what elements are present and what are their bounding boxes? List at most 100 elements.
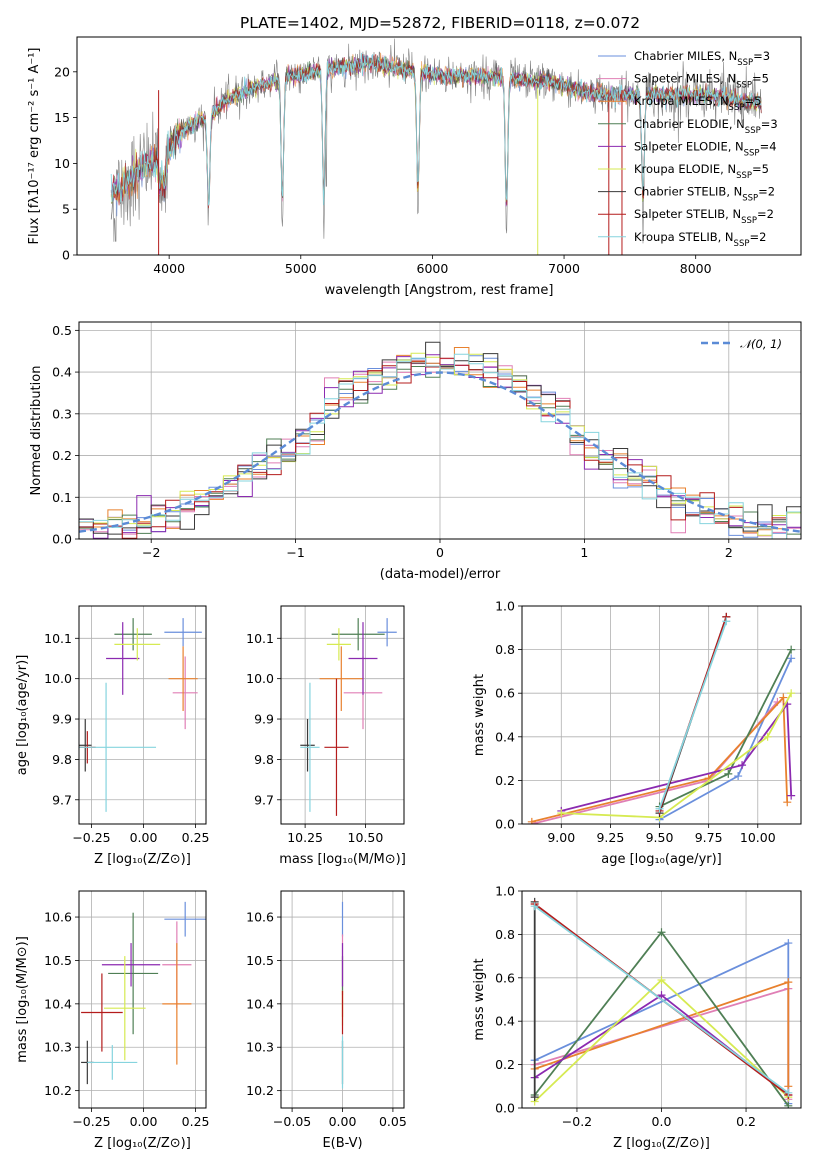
axes-residuals: −2 −1 0 1 2 0.0 0.1 0.2 0.3 0.4 0.5 (data-model)/er… <box>29 321 802 582</box>
x-tick-label: 6000 <box>417 261 449 276</box>
y-tick-label: 10.0 <box>246 671 274 686</box>
y-tick-label: 10.6 <box>246 910 274 925</box>
weight-marker <box>787 791 796 800</box>
weight-series-chabrier-elodie <box>530 928 793 1108</box>
axes-frame <box>78 605 207 825</box>
errorbar-chabrier-miles <box>164 618 202 647</box>
y-tick-label: 10.2 <box>44 1083 72 1098</box>
weight-marker <box>657 975 666 984</box>
x-tick-label: 0.00 <box>130 1114 158 1129</box>
y-axis-label: mass weight <box>472 958 487 1040</box>
weight-series-kroupa-stelib <box>530 902 793 1097</box>
errorbar-salpeter-elodie <box>348 622 378 695</box>
x-axis-label: Z [log₁₀(Z/Z⊙)] <box>94 852 191 867</box>
axes-frame <box>76 36 802 256</box>
axes-frame <box>78 321 802 540</box>
x-axis-label: age [log₁₀(age/yr)] <box>601 852 722 867</box>
weight-line <box>659 657 793 821</box>
legend-entry-chabrier-stelib: Chabrier STELIB, NSSP=2 <box>634 185 775 204</box>
figure-title: PLATE=1402, MJD=52872, FIBERID=0118, z=0… <box>240 14 640 32</box>
axes-mass-vs-EBV: −0.05 0.00 0.05 10.2 10.3 10.4 10.5 10.6 E(B-V) <box>246 890 407 1151</box>
y-tick-label: 20 <box>54 64 70 79</box>
spectrum-legend: Chabrier MILES, NSSP=3 Salpeter MILES, NS… <box>598 49 778 249</box>
axes-age-vs-mass: 10.25 10.50 9.7 9.8 9.9 10.0 10.1 mass [log₁₀(M… <box>246 605 406 867</box>
weight-marker <box>783 798 792 807</box>
y-tick-label: 0.2 <box>52 448 72 463</box>
y-tick-label: 0.2 <box>495 773 515 788</box>
y-tick-label: 0.4 <box>495 729 515 744</box>
errorbar-salpeter-elodie <box>106 622 140 695</box>
errorbar-kroupa-stelib <box>79 682 157 812</box>
plot-area-age-vs-Z <box>79 618 202 812</box>
y-tick-label: 0.2 <box>495 1057 515 1072</box>
x-axis-label: Z [log₁₀(Z/Z⊙)] <box>613 1136 710 1151</box>
y-tick-label: 0 <box>62 248 70 263</box>
y-tick-label: 10.4 <box>246 996 274 1011</box>
errorbar-kroupa-miles <box>168 646 198 711</box>
weight-marker <box>784 1101 793 1108</box>
x-axis-label: mass [log₁₀(M/M⊙)] <box>279 852 406 867</box>
spectrum-model-line-kroupa-stelib <box>110 52 762 207</box>
x-tick-label: 8000 <box>680 261 712 276</box>
y-tick-label: 10.6 <box>44 910 72 925</box>
y-tick-label: 10.0 <box>44 671 72 686</box>
weight-marker <box>738 761 747 770</box>
weight-marker <box>722 617 731 626</box>
errorbar-chabrier-stelib <box>300 719 315 772</box>
weight-marker <box>530 902 539 911</box>
legend-entry-salpeter-miles: Salpeter MILES, NSSP=5 <box>634 72 769 91</box>
x-tick-label: 9.75 <box>695 830 723 845</box>
x-tick-label: −0.2 <box>562 1114 592 1129</box>
y-tick-label: 9.9 <box>52 712 72 727</box>
weight-marker <box>530 1093 539 1102</box>
legend-entry-chabrier-miles: Chabrier MILES, NSSP=3 <box>634 49 770 68</box>
legend-entry-kroupa-stelib: Kroupa STELIB, NSSP=2 <box>634 230 766 249</box>
x-tick-label: 0.00 <box>130 830 158 845</box>
y-tick-label: 9.8 <box>52 752 72 767</box>
legend-entry-kroupa-miles: Kroupa MILES, NSSP=5 <box>634 94 761 113</box>
weight-marker <box>557 809 566 818</box>
weight-marker <box>724 769 733 778</box>
x-axis-label: Z [log₁₀(Z/Z⊙)] <box>94 1136 191 1151</box>
errorbar-salpeter-elodie <box>101 943 161 987</box>
weight-line <box>534 905 789 1094</box>
histogram-salpeter-stelib <box>79 357 801 539</box>
x-tick-label: 0.05 <box>379 1114 407 1129</box>
y-axis-label: Normed distribution <box>29 366 44 496</box>
weight-marker <box>787 689 796 698</box>
y-tick-label: 0.0 <box>495 1101 515 1116</box>
weight-series-kroupa-elodie <box>557 689 796 822</box>
legend-entry-salpeter-elodie: Salpeter ELODIE, NSSP=4 <box>634 139 777 158</box>
plot-area-age-vs-mass <box>300 618 397 816</box>
axes-weight-vs-age: 9.00 9.25 9.50 9.75 10.00 0.0 0.2 0.4 0.6 0.8 1.0 a… <box>472 599 802 867</box>
y-tick-label: 1.0 <box>495 599 515 614</box>
y-tick-label: 0.5 <box>52 323 72 338</box>
axes-weight-vs-Z: −0.2 0.0 0.2 0.0 0.2 0.4 0.6 0.8 1.0 Z [log₁₀(Z/Z… <box>472 884 802 1151</box>
x-tick-label: 0 <box>436 545 444 560</box>
weight-marker <box>657 928 666 937</box>
weight-series-kroupa-elodie <box>530 975 793 1106</box>
y-tick-label: 9.9 <box>254 712 274 727</box>
y-tick-label: 0.0 <box>52 532 72 547</box>
weight-marker <box>655 804 664 813</box>
y-tick-label: 0.8 <box>495 927 515 942</box>
weight-series-chabrier-stelib <box>530 897 539 1102</box>
legend-entry-chabrier-elodie: Chabrier ELODIE, NSSP=3 <box>634 117 778 136</box>
plot-area-residuals <box>79 341 801 539</box>
errorbar-kroupa-elodie <box>326 628 351 661</box>
errorbar-kroupa-miles <box>319 646 363 711</box>
x-tick-label: 0.25 <box>182 1114 210 1129</box>
y-tick-label: 10.1 <box>246 631 274 646</box>
x-tick-label: 0.0 <box>652 1114 672 1129</box>
legend-entry-kroupa-elodie: Kroupa ELODIE, NSSP=5 <box>634 162 769 181</box>
y-tick-label: 10.4 <box>44 996 72 1011</box>
x-tick-label: 2 <box>725 545 733 560</box>
x-tick-label: 10.00 <box>740 830 776 845</box>
weight-marker <box>784 978 793 987</box>
x-tick-label: −2 <box>142 545 160 560</box>
x-tick-label: 0.00 <box>329 1114 357 1129</box>
y-tick-label: 9.7 <box>254 792 274 807</box>
histogram-chabrier-elodie <box>79 364 801 539</box>
y-tick-label: 10.3 <box>44 1040 72 1055</box>
